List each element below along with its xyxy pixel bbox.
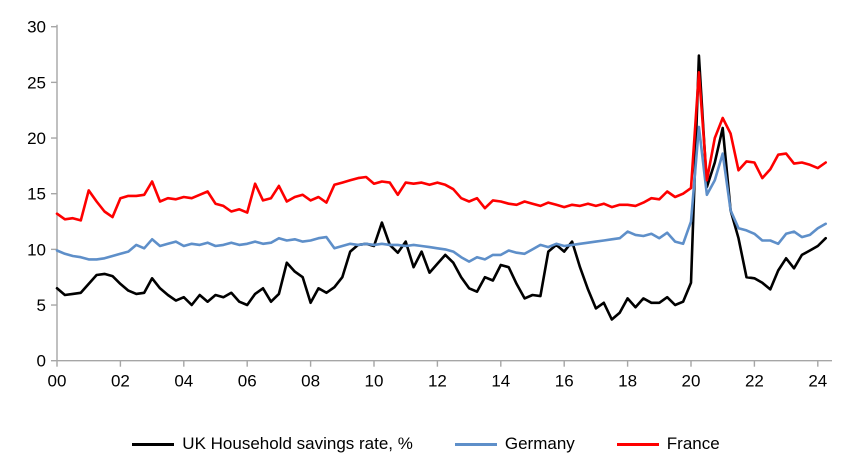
germany-line-swatch [454, 442, 497, 446]
legend-label-france: France [666, 434, 720, 453]
legend-item-uk: UK Household savings rate, % [132, 434, 413, 454]
series-line-1 [55, 125, 828, 263]
series-line-2 [55, 71, 828, 222]
y-axis-tick-label: 5 [37, 296, 46, 315]
y-axis-tick-label: 15 [27, 185, 46, 204]
x-axis-tick-label: 10 [365, 372, 384, 391]
x-axis-tick-label: 16 [555, 372, 574, 391]
x-axis-tick-label: 06 [238, 372, 257, 391]
x-axis-tick-label: 04 [174, 372, 193, 391]
y-axis-tick-label: 30 [27, 18, 46, 37]
y-axis-tick-label: 0 [37, 352, 46, 371]
x-axis-tick-label: 22 [745, 372, 764, 391]
y-axis-tick-label: 20 [27, 129, 46, 148]
x-axis-tick-label: 00 [48, 372, 67, 391]
legend-item-germany: Germany [454, 434, 575, 454]
legend-label-uk: UK Household savings rate, % [182, 434, 413, 453]
france-line-swatch [616, 442, 659, 446]
x-axis-tick-label: 02 [111, 372, 130, 391]
y-axis-tick-label: 10 [27, 240, 46, 259]
x-axis-tick-label: 12 [428, 372, 447, 391]
y-axis-tick-label: 25 [27, 73, 46, 92]
legend-item-france: France [616, 434, 720, 454]
x-axis-tick-label: 18 [618, 372, 637, 391]
x-axis-tick-label: 20 [682, 372, 701, 391]
legend-label-germany: Germany [504, 434, 575, 453]
chart-legend: UK Household savings rate, % Germany Fra… [0, 434, 852, 454]
uk-line-swatch [132, 442, 175, 446]
x-axis-tick-label: 14 [491, 372, 510, 391]
x-axis-tick-label: 08 [301, 372, 320, 391]
x-axis-tick-label: 24 [808, 372, 827, 391]
